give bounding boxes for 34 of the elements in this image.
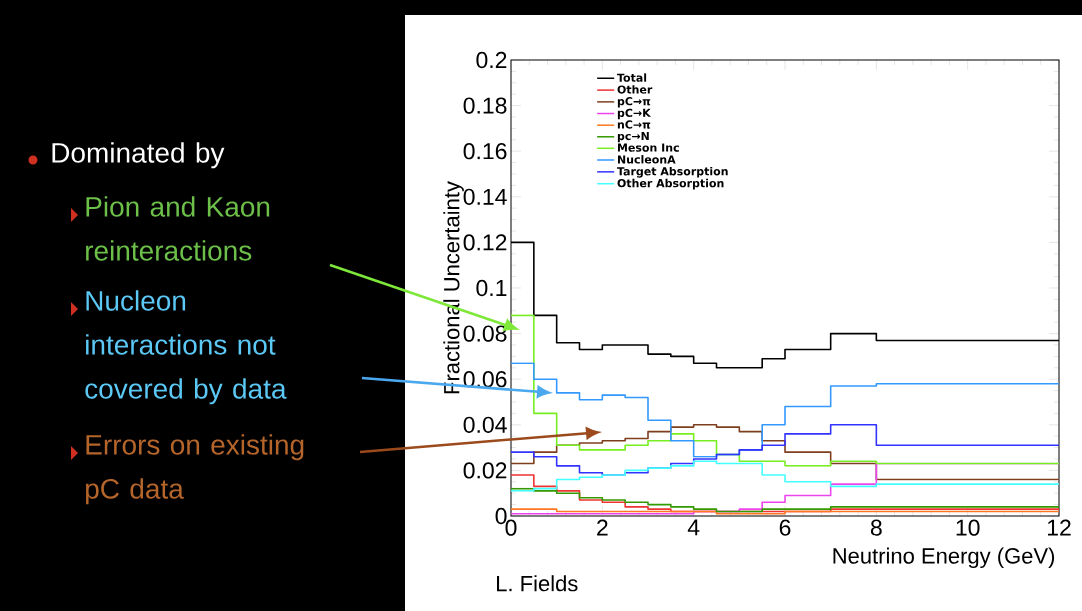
y-tick-label: 0 xyxy=(495,507,507,525)
x-tick-label: 4 xyxy=(687,519,700,536)
legend-label: Other xyxy=(617,85,653,94)
text: L. Fields xyxy=(497,575,578,592)
y-tick-label: 0.18 xyxy=(463,97,507,114)
text: Nucleon interactions not covered by data xyxy=(85,290,287,405)
y-tick-label: 0.14 xyxy=(463,188,507,205)
legend-label: nC→π xyxy=(617,120,651,129)
y-tick-label: 0.02 xyxy=(463,462,507,479)
legend-label: pC→K xyxy=(617,108,651,120)
y-tick-label: 0.2 xyxy=(476,51,507,69)
text: Dominated by xyxy=(52,142,225,169)
y-tick-label: 0.12 xyxy=(463,234,507,251)
legend-label: Target Absorption xyxy=(617,166,728,178)
y-tick-label: 0.16 xyxy=(463,143,507,160)
x-tick-label: 6 xyxy=(779,519,791,536)
y-tick-label: 0.06 xyxy=(463,371,507,388)
y-tick-label: 0.08 xyxy=(463,325,507,342)
legend-label: Total xyxy=(617,73,647,82)
x-tick-label: 2 xyxy=(597,519,608,536)
legend-label: Other Absorption xyxy=(617,178,724,190)
x-tick-label: 8 xyxy=(870,519,882,536)
text: Pion and Kaon reinteractions xyxy=(86,196,270,261)
y-axis-title: Fractional Uncertainty xyxy=(443,181,464,394)
x-tick-label: 12 xyxy=(1047,519,1071,536)
text: Errors on existing pC data xyxy=(86,434,304,505)
x-axis-title: Neutrino Energy (GeV) xyxy=(833,547,1055,569)
x-tick-label: 10 xyxy=(956,519,980,536)
legend-label: Meson Inc xyxy=(617,143,679,152)
legend-label: pc→N xyxy=(617,132,649,143)
legend-label: pC→π xyxy=(617,97,651,108)
legend-label: NucleonA xyxy=(617,155,676,164)
y-tick-label: 0.04 xyxy=(463,416,507,433)
y-tick-label: 0.1 xyxy=(476,279,507,297)
